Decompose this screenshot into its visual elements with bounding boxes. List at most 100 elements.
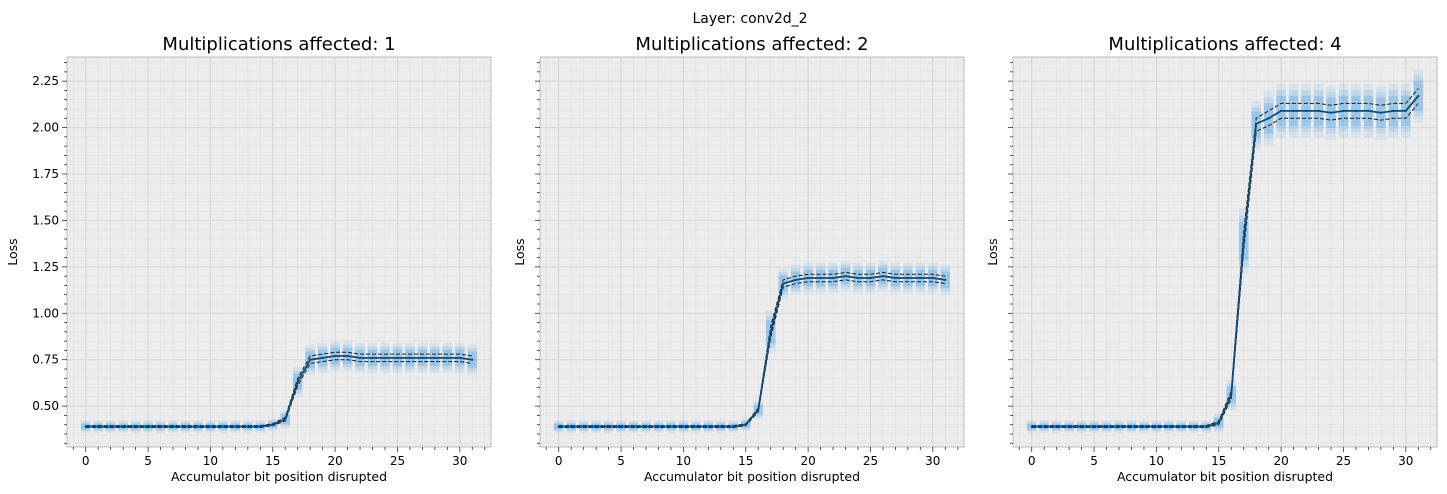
data-point <box>271 423 274 426</box>
data-point <box>221 425 224 428</box>
figure-suptitle: Layer: conv2d_2 <box>692 11 807 27</box>
data-point <box>707 425 710 428</box>
data-point <box>931 276 934 280</box>
series-mean-line <box>85 355 473 428</box>
data-point <box>171 425 175 428</box>
data-point <box>1230 393 1233 397</box>
data-point <box>458 356 461 359</box>
plot-area <box>1013 57 1437 447</box>
chart-title: Multiplications affected: 1 <box>162 34 395 55</box>
y-tick-label: 2.00 <box>32 121 59 135</box>
data-point <box>944 278 947 281</box>
y-axis-label: Loss <box>985 238 1000 265</box>
series-lower-bound <box>85 359 473 428</box>
data-point <box>794 278 797 281</box>
x-tick-label: 10 <box>676 454 691 468</box>
data-point <box>408 356 412 359</box>
data-point <box>1068 425 1071 428</box>
data-point <box>856 276 860 280</box>
plot-area <box>67 57 491 447</box>
data-point <box>1030 425 1033 428</box>
y-tick-label: 2.25 <box>32 74 59 88</box>
data-point <box>296 380 299 384</box>
data-point <box>1267 117 1270 120</box>
x-tick-label: 25 <box>863 454 878 468</box>
data-point <box>1255 122 1258 125</box>
data-point <box>446 356 449 359</box>
data-point <box>234 425 237 428</box>
x-tick-label: 5 <box>144 454 152 468</box>
data-point <box>1354 109 1358 112</box>
data-point <box>906 276 909 280</box>
data-point <box>1167 425 1170 428</box>
data-point <box>1155 425 1158 428</box>
data-point <box>146 425 150 428</box>
data-point <box>1317 109 1320 112</box>
data-point <box>1180 425 1183 428</box>
data-point <box>881 275 885 278</box>
x-tick-label: 20 <box>327 454 342 468</box>
data-point <box>732 425 735 428</box>
x-tick-label: 30 <box>925 454 940 468</box>
data-point <box>1055 425 1058 428</box>
data-point <box>97 425 100 428</box>
x-tick-label: 20 <box>1273 454 1288 468</box>
data-point <box>844 275 847 278</box>
data-point <box>109 425 112 428</box>
data-point <box>1130 425 1133 428</box>
data-point <box>719 425 722 428</box>
data-point <box>644 425 648 428</box>
series-mean-line <box>1031 95 1419 428</box>
mean-points <box>557 275 947 428</box>
series-lower-bound <box>1031 103 1419 428</box>
x-tick-label: 5 <box>617 454 625 468</box>
y-tick-label: 1.25 <box>32 260 59 274</box>
x-tick-label: 10 <box>203 454 218 468</box>
data-point <box>1117 425 1121 428</box>
data-point <box>196 425 200 428</box>
data-point <box>184 425 187 428</box>
data-point <box>1217 421 1220 424</box>
data-point <box>595 425 598 428</box>
data-point <box>1292 109 1295 112</box>
y-axis-label: Loss <box>5 238 20 265</box>
x-tick-label: 15 <box>738 454 753 468</box>
data-point <box>471 358 474 361</box>
data-point <box>134 425 137 428</box>
data-point <box>1379 111 1382 114</box>
data-point <box>894 276 897 280</box>
data-point <box>84 425 87 428</box>
x-tick-label: 15 <box>1211 454 1226 468</box>
data-point <box>1205 425 1208 428</box>
data-point <box>669 425 673 428</box>
data-point <box>122 425 125 428</box>
series-mean-line <box>558 275 946 428</box>
x-tick-label: 5 <box>1090 454 1098 468</box>
data-point <box>657 425 660 428</box>
x-tick-label: 0 <box>555 454 563 468</box>
x-axis-label: Accumulator bit position disrupted <box>171 469 387 484</box>
mean-points <box>1030 94 1420 428</box>
data-point <box>334 354 337 358</box>
data-point <box>869 276 872 280</box>
x-tick-label: 15 <box>265 454 280 468</box>
data-point <box>919 276 922 280</box>
x-tick-label: 20 <box>800 454 815 468</box>
chart-title: Multiplications affected: 4 <box>1108 34 1341 55</box>
data-point <box>246 425 249 428</box>
data-point <box>421 356 424 359</box>
data-point <box>1092 425 1096 428</box>
series-upper-bound <box>85 351 473 427</box>
data-point <box>807 276 810 280</box>
x-tick-label: 0 <box>82 454 90 468</box>
data-point <box>1417 94 1420 98</box>
data-point <box>607 425 610 428</box>
data-point <box>1329 111 1333 114</box>
mean-points <box>84 354 474 428</box>
chart-panel-2: 0 5 10 15 20 25 30 Accumulator bit position dis… <box>512 34 965 484</box>
data-point <box>782 282 785 285</box>
axes-frame <box>539 56 965 448</box>
data-point <box>582 425 585 428</box>
x-tick-label: 30 <box>452 454 467 468</box>
